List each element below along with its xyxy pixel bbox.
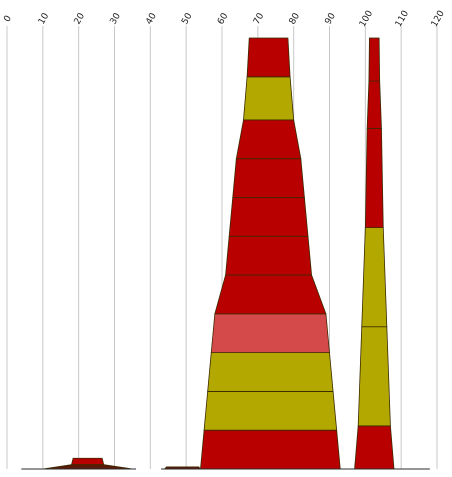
- x-tick-label: 0: [3, 14, 15, 24]
- x-tick-label: 70: [252, 11, 267, 26]
- x-tick-label: 30: [109, 11, 124, 26]
- band: [246, 37, 291, 78]
- band: [243, 76, 295, 121]
- shape-small: [42, 457, 133, 470]
- band: [42, 464, 133, 470]
- shape-middle: [163, 37, 341, 470]
- shape-tall: [354, 37, 395, 470]
- band: [357, 326, 391, 427]
- x-tick-label: 60: [216, 11, 231, 26]
- band: [232, 158, 305, 198]
- band: [207, 352, 334, 392]
- band: [70, 457, 105, 466]
- band: [210, 313, 330, 354]
- band: [200, 429, 341, 470]
- band: [368, 37, 381, 82]
- x-tick-label: 100: [358, 9, 375, 29]
- x-tick-label: 80: [288, 11, 303, 26]
- band: [364, 128, 384, 229]
- band: [354, 425, 395, 470]
- band: [235, 119, 302, 160]
- series-shapes: [42, 37, 395, 470]
- band: [228, 197, 309, 237]
- x-tick-label: 20: [73, 11, 88, 26]
- band: [366, 80, 382, 129]
- x-tick-label: 50: [180, 11, 195, 26]
- x-tick-label: 90: [324, 11, 339, 26]
- x-tick-label: 120: [430, 9, 447, 29]
- x-axis-ticks: 0 10 20 30 40 50 60 70 80 90 100 110 120: [3, 9, 448, 29]
- x-tick-label: 110: [394, 9, 411, 29]
- band: [361, 227, 388, 328]
- x-tick-label: 40: [144, 11, 159, 26]
- band: [203, 391, 338, 431]
- band: [225, 235, 313, 276]
- band: [214, 274, 327, 315]
- x-tick-label: 10: [37, 11, 52, 26]
